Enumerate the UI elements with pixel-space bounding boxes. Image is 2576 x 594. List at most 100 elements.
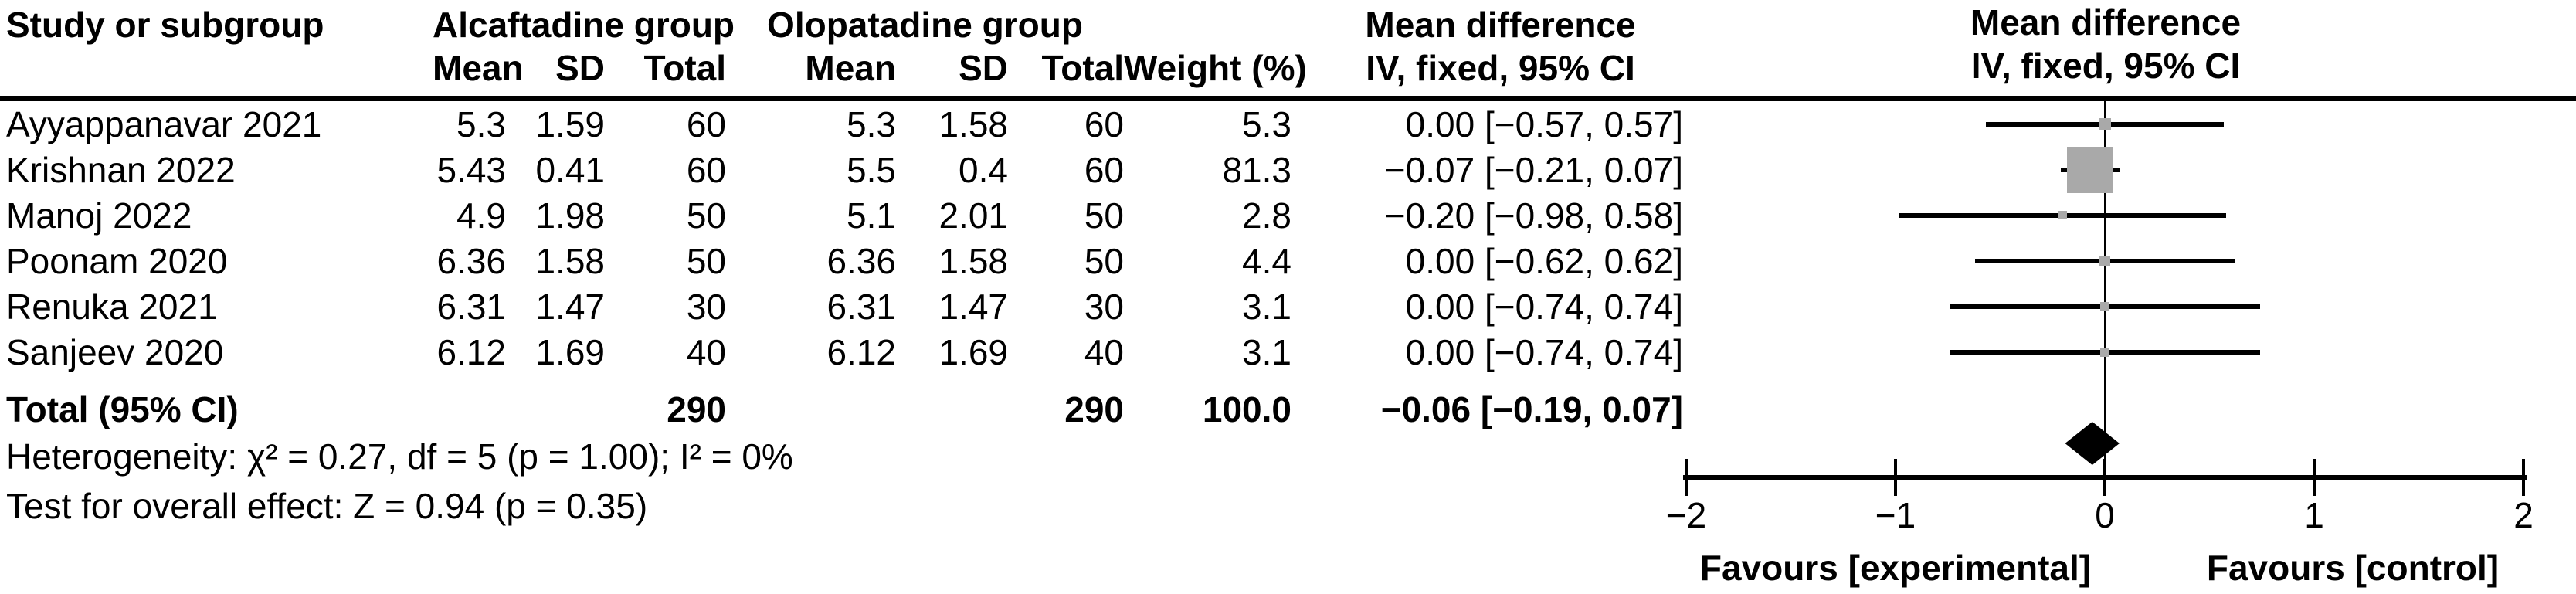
olo-total: 60 bbox=[1084, 149, 1124, 190]
weight-square bbox=[2099, 118, 2111, 130]
header-olopatadine-group: Olopatadine group bbox=[767, 5, 1083, 45]
favours-control-label: Favours [control] bbox=[2206, 548, 2500, 588]
alc-mean: 6.31 bbox=[436, 286, 506, 327]
olo-sd: 1.47 bbox=[938, 286, 1008, 327]
axis-tick bbox=[2522, 459, 2525, 496]
olo-total: 60 bbox=[1084, 104, 1124, 144]
olo-sd: 1.69 bbox=[938, 331, 1008, 372]
header-alc-sd: SD bbox=[555, 48, 605, 88]
weight-square bbox=[2067, 146, 2114, 193]
study-name: Renuka 2021 bbox=[6, 286, 218, 327]
alc-sd: 1.98 bbox=[535, 195, 605, 236]
heterogeneity-text: Heterogeneity: χ² = 0.27, df = 5 (p = 1.… bbox=[6, 436, 793, 477]
alc-mean: 6.12 bbox=[436, 331, 506, 372]
header-mean-difference: Mean difference bbox=[1365, 5, 1636, 45]
study-name: Poonam 2020 bbox=[6, 240, 228, 281]
weight-square bbox=[2058, 211, 2068, 219]
axis-tick-label: 1 bbox=[2304, 495, 2324, 535]
total-olo-n: 290 bbox=[1064, 389, 1124, 429]
axis-tick bbox=[2313, 459, 2316, 496]
weight-pct: 4.4 bbox=[1242, 240, 1291, 281]
olo-total: 50 bbox=[1084, 240, 1124, 281]
md-ci-text: 0.00 [−0.74, 0.74] bbox=[1405, 286, 1683, 327]
weight-square bbox=[2099, 255, 2110, 266]
weight-square bbox=[2100, 301, 2109, 311]
total-md-ci: −0.06 [−0.19, 0.07] bbox=[1380, 389, 1683, 429]
table-row: Krishnan 2022 5.43 0.41 60 5.5 0.4 60 81… bbox=[0, 147, 1688, 192]
alc-mean: 5.43 bbox=[436, 149, 506, 190]
table-row: Sanjeev 2020 6.12 1.69 40 6.12 1.69 40 3… bbox=[0, 329, 1688, 375]
alc-total: 40 bbox=[686, 331, 726, 372]
alc-sd: 0.41 bbox=[535, 149, 605, 190]
axis-tick-label: −2 bbox=[1665, 495, 1707, 535]
plot-header-mean-difference: Mean difference bbox=[1970, 2, 2242, 42]
header-olo-mean: Mean bbox=[805, 48, 896, 88]
olo-sd: 2.01 bbox=[938, 195, 1008, 236]
axis-tick-label: −1 bbox=[1875, 495, 1916, 535]
olo-total: 30 bbox=[1084, 286, 1124, 327]
olo-total: 40 bbox=[1084, 331, 1124, 372]
olo-mean: 6.36 bbox=[826, 240, 896, 281]
olo-sd: 0.4 bbox=[959, 149, 1008, 190]
alc-mean: 5.3 bbox=[456, 104, 506, 144]
md-ci-text: 0.00 [−0.62, 0.62] bbox=[1405, 240, 1683, 281]
header-olo-sd: SD bbox=[959, 48, 1008, 88]
total-row: Total (95% CI) 290 290 100.0 −0.06 [−0.1… bbox=[0, 389, 1688, 429]
weight-pct: 3.1 bbox=[1242, 331, 1291, 372]
table-row: Ayyappanavar 2021 5.3 1.59 60 5.3 1.58 6… bbox=[0, 101, 1688, 147]
alc-sd: 1.59 bbox=[535, 104, 605, 144]
table-row: Renuka 2021 6.31 1.47 30 6.31 1.47 30 3.… bbox=[0, 283, 1688, 329]
olo-mean: 5.1 bbox=[847, 195, 896, 236]
header-iv-fixed-ci: IV, fixed, 95% CI bbox=[1366, 48, 1635, 88]
zero-effect-line bbox=[2104, 101, 2106, 496]
table-row: Poonam 2020 6.36 1.58 50 6.36 1.58 50 4.… bbox=[0, 238, 1688, 283]
weight-pct: 5.3 bbox=[1242, 104, 1291, 144]
md-ci-text: 0.00 [−0.57, 0.57] bbox=[1405, 104, 1683, 144]
study-name: Sanjeev 2020 bbox=[6, 331, 224, 372]
md-ci-text: −0.20 [−0.98, 0.58] bbox=[1384, 195, 1683, 236]
total-alc-n: 290 bbox=[667, 389, 726, 429]
ci-line bbox=[1985, 121, 2225, 127]
alc-mean: 4.9 bbox=[456, 195, 506, 236]
axis-tick-label: 0 bbox=[2095, 495, 2115, 535]
total-label: Total (95% CI) bbox=[6, 389, 239, 429]
axis-tick bbox=[2103, 459, 2106, 496]
weight-square bbox=[2100, 347, 2109, 357]
olo-total: 50 bbox=[1084, 195, 1124, 236]
total-weight: 100.0 bbox=[1202, 389, 1291, 429]
weight-pct: 3.1 bbox=[1242, 286, 1291, 327]
olo-sd: 1.58 bbox=[938, 240, 1008, 281]
md-ci-text: −0.07 [−0.21, 0.07] bbox=[1384, 149, 1683, 190]
header-alc-total: Total bbox=[643, 48, 726, 88]
olo-sd: 1.58 bbox=[938, 104, 1008, 144]
olo-mean: 5.3 bbox=[847, 104, 896, 144]
axis-tick-label: 2 bbox=[2513, 495, 2534, 535]
header-alc-mean: Mean bbox=[433, 48, 524, 88]
weight-pct: 81.3 bbox=[1222, 149, 1291, 190]
olo-mean: 6.12 bbox=[826, 331, 896, 372]
alc-total: 60 bbox=[686, 104, 726, 144]
axis-tick bbox=[1894, 459, 1897, 496]
axis-tick bbox=[1685, 459, 1688, 496]
header-separator-rule bbox=[0, 96, 2576, 101]
alc-sd: 1.69 bbox=[535, 331, 605, 372]
alc-total: 30 bbox=[686, 286, 726, 327]
header-study-or-subgroup: Study or subgroup bbox=[6, 5, 324, 45]
alc-total: 60 bbox=[686, 149, 726, 190]
alc-total: 50 bbox=[686, 240, 726, 281]
md-ci-text: 0.00 [−0.74, 0.74] bbox=[1405, 331, 1683, 372]
alc-sd: 1.47 bbox=[535, 286, 605, 327]
favours-experimental-label: Favours [experimental] bbox=[1699, 548, 2092, 588]
plot-header-iv-fixed-ci: IV, fixed, 95% CI bbox=[1970, 46, 2241, 86]
study-name: Manoj 2022 bbox=[6, 195, 192, 236]
study-name: Ayyappanavar 2021 bbox=[6, 104, 322, 144]
header-weight: Weight (%) bbox=[1124, 48, 1307, 88]
ci-line bbox=[1950, 304, 2260, 309]
overall-effect-text: Test for overall effect: Z = 0.94 (p = 0… bbox=[6, 486, 648, 526]
ci-line bbox=[1950, 349, 2260, 355]
alc-total: 50 bbox=[686, 195, 726, 236]
x-axis-line bbox=[1683, 475, 2527, 480]
olo-mean: 5.5 bbox=[847, 149, 896, 190]
weight-pct: 2.8 bbox=[1242, 195, 1291, 236]
